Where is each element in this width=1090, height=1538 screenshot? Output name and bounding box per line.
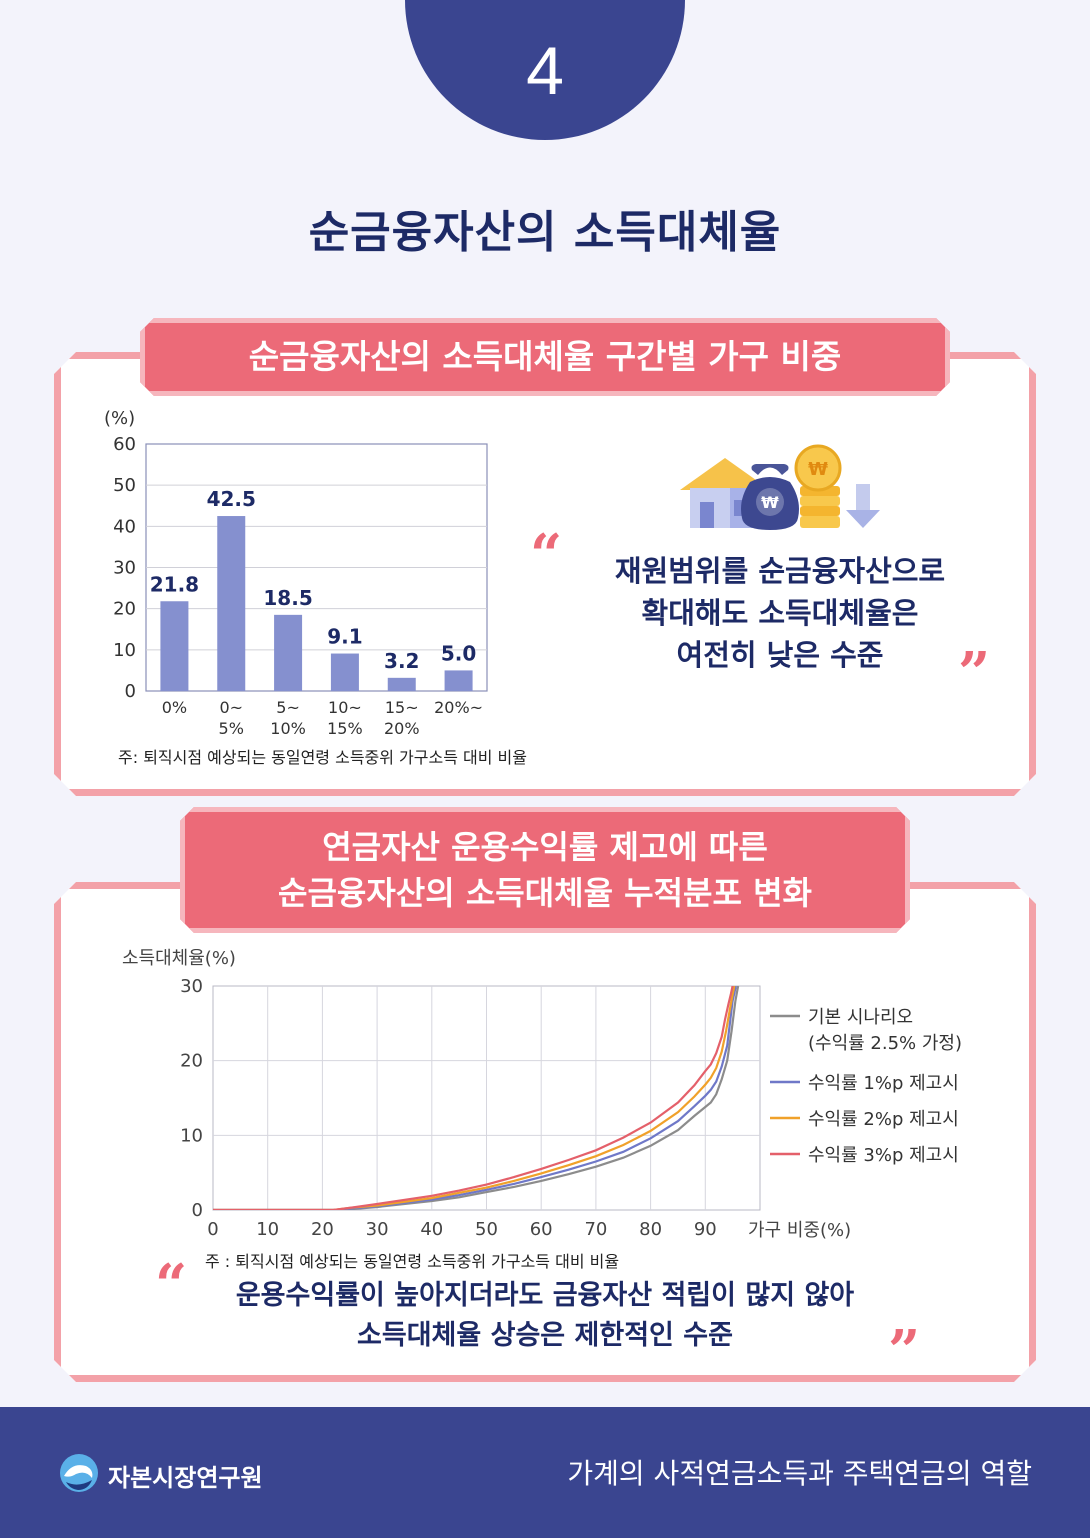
quote-line: 운용수익률이 높아지더라도 금융자산 적립이 많지 않아 — [235, 1280, 855, 1311]
line-chart-banner: 연금자산 운용수익률 제고에 따른 순금융자산의 소득대체율 누적분포 변화 — [180, 807, 910, 933]
finance-illustration: ₩ ₩ — [680, 444, 880, 530]
y-tick-label: 50 — [113, 475, 136, 496]
x-tick-label: 80 — [639, 1219, 662, 1240]
money-bag-icon: ₩ — [741, 464, 799, 530]
quote-line: 소득대체율 상승은 제한적인 수준 — [357, 1320, 733, 1351]
bar — [387, 677, 416, 691]
legend-label: 수익률 3%p 제고시 — [808, 1145, 959, 1166]
y-tick-label: 20 — [180, 1051, 203, 1072]
y-tick-label: 0 — [192, 1200, 203, 1221]
line-chart-note: 주 : 퇴직시점 예상되는 동일연령 소득중위 가구소득 대비 비율 — [205, 1252, 620, 1271]
footer-report-title: 가계의 사적연금소득과 주택연금의 역할 — [567, 1457, 1032, 1490]
legend-label: 수익률 2%p 제고시 — [808, 1109, 959, 1130]
bar — [160, 601, 189, 691]
banner-line: 연금자산 운용수익률 제고에 따른 — [322, 828, 768, 866]
y-tick-label: 10 — [113, 640, 136, 661]
bar-chart-card — [54, 352, 1036, 796]
bar — [274, 614, 303, 691]
x-tick-label: 5% — [219, 719, 244, 738]
series-line — [213, 986, 734, 1210]
down-arrow-icon — [846, 484, 880, 528]
x-tick-label: 90 — [694, 1219, 717, 1240]
y-tick-label: 0 — [125, 681, 136, 702]
quote-line: 재원범위를 순금융자산으로 — [614, 554, 946, 588]
bar-chart-note: 주: 퇴직시점 예상되는 동일연령 소득중위 가구소득 대비 비율 — [118, 748, 527, 767]
x-tick-label: 40 — [420, 1219, 443, 1240]
bar-chart-banner: 순금융자산의 소득대체율 구간별 가구 비중 — [140, 318, 950, 396]
y-tick-label: 20 — [113, 599, 136, 620]
x-tick-label: 50 — [475, 1219, 498, 1240]
bar-chart-quote: 재원범위를 순금융자산으로 확대해도 소득대체율은 여전히 낮은 수준 — [560, 550, 1000, 676]
x-tick-label: 5~ — [276, 698, 300, 717]
x-tick-label: 10% — [270, 719, 306, 738]
x-tick-label: 30 — [366, 1219, 389, 1240]
x-tick-label: 0% — [162, 698, 187, 717]
x-tick-label: 10~ — [328, 698, 362, 717]
series-line — [213, 986, 740, 1210]
line-chart-quote: 운용수익률이 높아지더라도 금융자산 적립이 많지 않아 소득대체율 상승은 제… — [150, 1276, 940, 1356]
bar-value-label: 5.0 — [441, 641, 476, 665]
section-number: 4 — [526, 33, 564, 109]
footer-org-name: 자본시장연구원 — [108, 1464, 263, 1492]
close-quote-icon: ” — [888, 1318, 921, 1384]
y-tick-label: 30 — [113, 558, 136, 579]
y-tick-label: 60 — [113, 434, 136, 455]
bar-value-label: 3.2 — [384, 649, 419, 673]
x-tick-label: 15~ — [385, 698, 419, 717]
y-axis-label: 소득대체율(%) — [122, 948, 236, 969]
open-quote-icon: “ — [530, 522, 563, 588]
series-line — [213, 986, 736, 1210]
bar — [217, 516, 246, 691]
x-tick-label: 0~ — [219, 698, 243, 717]
svg-text:₩: ₩ — [808, 459, 828, 480]
page-title: 순금융자산의 소득대체율 — [308, 207, 782, 258]
x-tick-label: 20 — [311, 1219, 334, 1240]
kcmi-logo-icon — [60, 1454, 98, 1492]
open-quote-icon: “ — [155, 1252, 188, 1318]
bar — [330, 653, 359, 691]
x-tick-label: 20%~ — [434, 698, 483, 717]
banner-line: 순금융자산의 소득대체율 누적분포 변화 — [278, 874, 812, 912]
x-tick-label: 70 — [584, 1219, 607, 1240]
y-axis-label: (%) — [104, 408, 135, 429]
bar-value-label: 21.8 — [150, 572, 199, 596]
legend-label: 수익률 1%p 제고시 — [808, 1073, 959, 1094]
bar-chart: 0 10 20 30 40 50 60 (%) 21.8 0% 42.5 0~ 5% 18.5 5~ 10% 9… — [104, 408, 488, 738]
y-tick-label: 10 — [180, 1125, 203, 1146]
bar-value-label: 18.5 — [263, 586, 312, 610]
x-tick-label: 10 — [256, 1219, 279, 1240]
x-tick-label: 20% — [384, 719, 420, 738]
quote-line: 확대해도 소득대체율은 — [641, 596, 919, 630]
x-tick-label: 0 — [207, 1219, 218, 1240]
legend-label: 기본 시나리오 — [808, 1007, 913, 1028]
y-tick-label: 30 — [180, 976, 203, 997]
series-line — [213, 986, 737, 1210]
bar — [444, 670, 473, 691]
coin-stack-icon: ₩ — [794, 444, 842, 528]
close-quote-icon: ” — [958, 640, 991, 706]
x-tick-label: 15% — [327, 719, 363, 738]
y-tick-label: 40 — [113, 516, 136, 537]
bar-value-label: 9.1 — [327, 625, 362, 649]
footer — [0, 1407, 1090, 1538]
svg-text:₩: ₩ — [761, 493, 779, 512]
quote-line: 여전히 낮은 수준 — [676, 638, 884, 672]
line-chart: 0 10 20 30 40 50 60 70 80 90 0 10 20 30 소득대체율(%) 가구 비중(… — [122, 948, 962, 1241]
legend-label: (수익률 2.5% 가정) — [808, 1033, 962, 1054]
bar-value-label: 42.5 — [207, 487, 256, 511]
x-tick-label: 60 — [530, 1219, 553, 1240]
x-axis-label: 가구 비중(%) — [748, 1220, 851, 1241]
